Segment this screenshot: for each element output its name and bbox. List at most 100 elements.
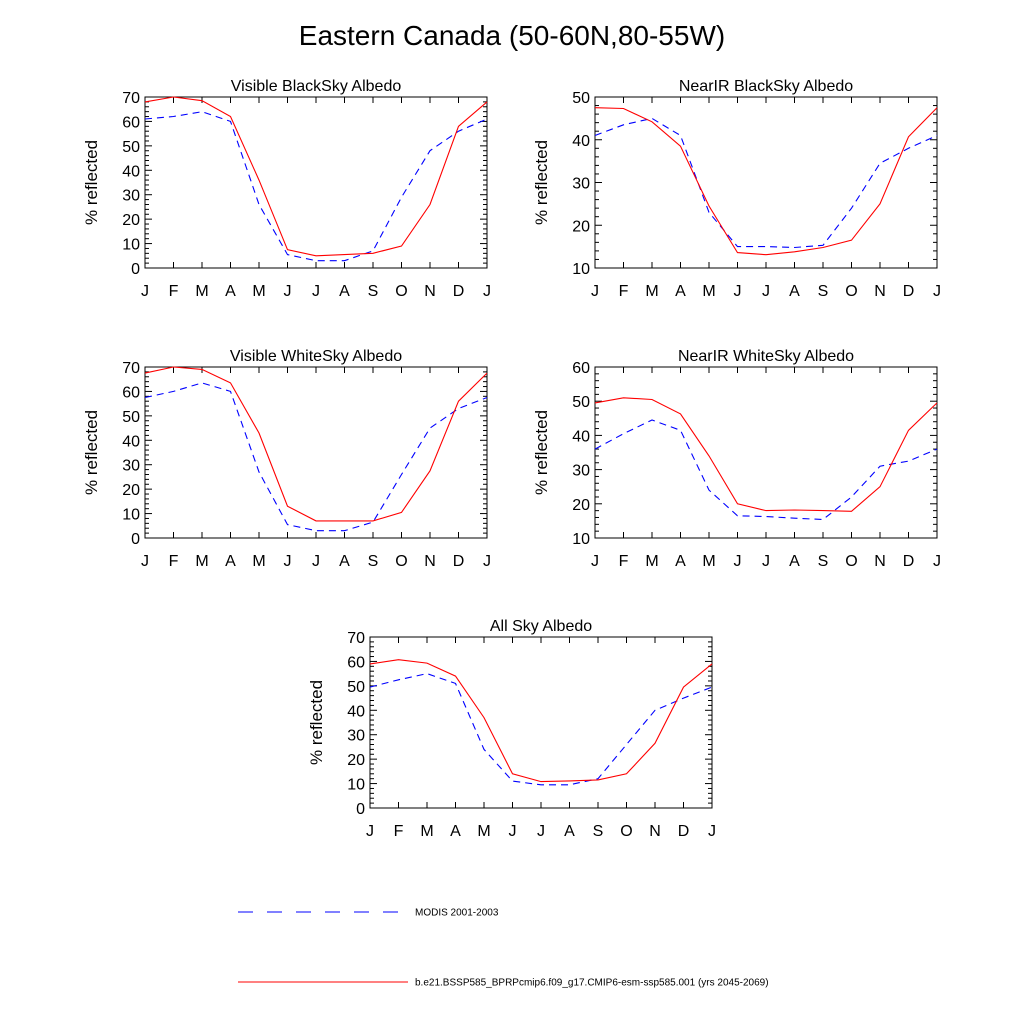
x-tick-label: D <box>453 553 465 570</box>
y-tick-label: 30 <box>572 463 590 480</box>
chart-title: Visible BlackSky Albedo <box>231 78 402 95</box>
x-tick-label: A <box>675 283 686 300</box>
x-tick-label: M <box>477 823 490 840</box>
x-tick-label: J <box>591 283 599 300</box>
x-tick-label: F <box>619 283 629 300</box>
plot-frame <box>594 366 938 539</box>
x-tick-label: D <box>903 283 915 300</box>
x-tick-label: J <box>762 283 770 300</box>
legend-item: b.e21.BSSP585_BPRPcmip6.f09_g17.CMIP6-es… <box>238 978 769 989</box>
x-tick-label: J <box>708 823 716 840</box>
series-line-modis <box>594 117 938 249</box>
x-tick-label: S <box>818 553 829 570</box>
y-tick-label: 20 <box>122 482 140 499</box>
y-tick-label: 0 <box>356 801 365 818</box>
x-tick-label: O <box>845 553 857 570</box>
x-tick-label: S <box>818 283 829 300</box>
y-axis-label: % reflected <box>532 410 551 495</box>
x-tick-label: A <box>339 283 350 300</box>
x-tick-label: O <box>620 823 632 840</box>
chart-title: NearIR WhiteSky Albedo <box>678 348 854 365</box>
x-tick-label: N <box>424 283 436 300</box>
x-tick-label: M <box>195 283 208 300</box>
series-line-modis <box>144 111 488 262</box>
chart-title: NearIR BlackSky Albedo <box>679 78 853 95</box>
plot-frame <box>594 96 938 269</box>
legend-item: MODIS 2001-2003 <box>238 908 499 919</box>
x-tick-label: M <box>645 283 658 300</box>
y-axis-label: % reflected <box>307 680 326 765</box>
x-tick-label: M <box>252 553 265 570</box>
x-tick-label: J <box>762 553 770 570</box>
y-axis-label: % reflected <box>82 410 101 495</box>
x-tick-label: J <box>366 823 374 840</box>
plot-frame <box>144 96 488 269</box>
x-tick-label: J <box>483 283 491 300</box>
y-tick-label: 20 <box>572 497 590 514</box>
x-tick-label: A <box>225 553 236 570</box>
y-tick-label: 20 <box>347 752 365 769</box>
y-tick-label: 20 <box>572 218 590 235</box>
y-tick-label: 40 <box>347 703 365 720</box>
x-tick-label: J <box>591 553 599 570</box>
x-tick-label: M <box>702 283 715 300</box>
chart-title: All Sky Albedo <box>490 618 592 635</box>
series-line-model <box>144 366 488 522</box>
x-tick-label: D <box>903 553 915 570</box>
y-tick-label: 30 <box>347 728 365 745</box>
x-tick-label: J <box>312 553 320 570</box>
x-tick-label: J <box>284 283 292 300</box>
x-tick-label: J <box>312 283 320 300</box>
x-tick-label: S <box>593 823 604 840</box>
x-tick-label: A <box>225 283 236 300</box>
y-tick-label: 10 <box>572 261 590 278</box>
x-tick-label: A <box>789 283 800 300</box>
x-tick-label: M <box>195 553 208 570</box>
x-tick-label: F <box>169 283 179 300</box>
y-tick-label: 10 <box>572 531 590 548</box>
y-tick-label: 50 <box>572 394 590 411</box>
page-title: Eastern Canada (50-60N,80-55W) <box>298 20 726 51</box>
series-line-modis <box>369 673 713 786</box>
x-tick-label: F <box>619 553 629 570</box>
x-tick-label: F <box>394 823 404 840</box>
x-tick-label: S <box>368 283 379 300</box>
x-tick-label: F <box>169 553 179 570</box>
y-tick-label: 30 <box>122 458 140 475</box>
x-tick-label: J <box>734 553 742 570</box>
y-tick-label: 0 <box>131 261 140 278</box>
y-tick-label: 10 <box>122 507 140 524</box>
x-tick-label: A <box>450 823 461 840</box>
x-tick-label: N <box>874 283 886 300</box>
legend-label: MODIS 2001-2003 <box>415 908 499 919</box>
x-tick-label: J <box>537 823 545 840</box>
y-tick-label: 40 <box>572 428 590 445</box>
x-tick-label: D <box>453 283 465 300</box>
x-tick-label: N <box>424 553 436 570</box>
x-tick-label: M <box>252 283 265 300</box>
y-tick-label: 70 <box>347 630 365 647</box>
y-tick-label: 40 <box>572 133 590 150</box>
y-tick-label: 10 <box>347 777 365 794</box>
x-tick-label: J <box>933 553 941 570</box>
x-tick-label: A <box>789 553 800 570</box>
x-tick-label: J <box>933 283 941 300</box>
x-tick-label: J <box>509 823 517 840</box>
series-line-model <box>369 659 713 783</box>
y-tick-label: 60 <box>347 654 365 671</box>
y-tick-label: 70 <box>122 360 140 377</box>
series-line-model <box>594 397 938 512</box>
x-tick-label: O <box>395 283 407 300</box>
y-tick-label: 40 <box>122 163 140 180</box>
y-axis-label: % reflected <box>82 140 101 225</box>
plot-frame <box>144 366 488 539</box>
y-tick-label: 30 <box>122 188 140 205</box>
legend-label: b.e21.BSSP585_BPRPcmip6.f09_g17.CMIP6-es… <box>415 978 769 989</box>
y-axis-label: % reflected <box>532 140 551 225</box>
y-tick-label: 60 <box>572 360 590 377</box>
series-line-model <box>594 107 938 256</box>
x-tick-label: A <box>339 553 350 570</box>
